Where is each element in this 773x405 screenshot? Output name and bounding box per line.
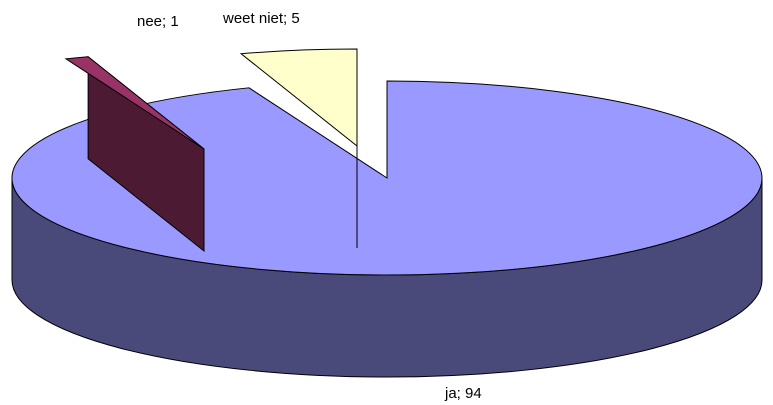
- slice-nee: [64, 55, 205, 253]
- slice-weet-niet: [239, 48, 358, 248]
- data-label-ja: ja; 94: [444, 385, 482, 402]
- data-label-nee: nee; 1: [137, 13, 179, 30]
- slice-nee-top: [64, 56, 205, 150]
- slice-weet-niet-top: [239, 48, 358, 148]
- labels-layer: ja; 94 nee; 1 weet niet; 5: [137, 10, 482, 402]
- slices-layer: [11, 48, 763, 378]
- data-label-weet-niet: weet niet; 5: [222, 10, 300, 27]
